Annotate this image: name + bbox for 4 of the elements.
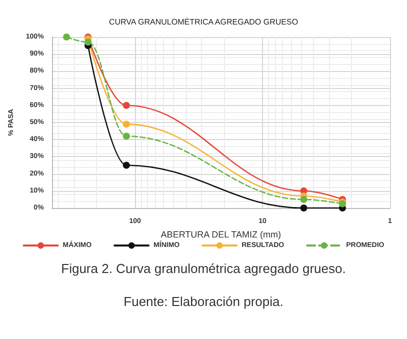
x-axis-title: ABERTURA DEL TAMIZ (mm) <box>160 229 281 240</box>
text: Figura 2. Curva granulométrica agregado grueso. <box>61 261 346 276</box>
chart-title: CURVA GRANULOMÉTRICA AGREGADO GRUESO <box>108 18 298 26</box>
source-note: Fuente: Elaboración propia. <box>124 294 284 309</box>
